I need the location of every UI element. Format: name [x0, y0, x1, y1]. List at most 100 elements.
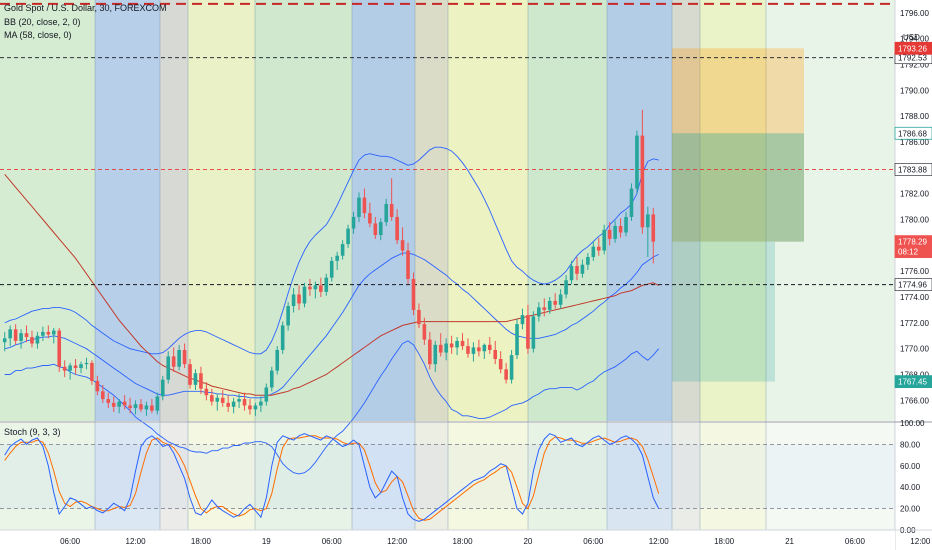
candle-body [504, 369, 508, 380]
price-tick-label: 1766.00 [900, 396, 929, 405]
candle-body [340, 244, 345, 256]
price-tick-label: 1794.00 [900, 35, 929, 44]
candle-body [2, 338, 7, 343]
candle-body [368, 213, 372, 224]
time-tick-label: 12:00 [387, 537, 408, 546]
candle-body [51, 330, 56, 335]
candle-body [460, 340, 465, 347]
stoch-k-line [4, 433, 660, 522]
candle-body [24, 333, 29, 338]
candle-body [635, 135, 639, 189]
candle-body [269, 370, 274, 388]
candle-body [302, 286, 307, 304]
candle-body [117, 401, 121, 407]
candle-body [106, 399, 111, 403]
stoch-session-band [672, 423, 700, 530]
candle-body [215, 397, 220, 402]
session-band [0, 0, 95, 421]
candle-body [111, 402, 116, 407]
stoch-session-band [352, 423, 415, 530]
time-axis-background [0, 530, 895, 550]
session-band [528, 0, 607, 421]
candle-body [428, 339, 432, 365]
symbol-title[interactable]: Gold Spot / U.S. Dollar, 30, FOREXCOM [4, 3, 167, 13]
candle-body [160, 379, 165, 397]
candle-body [526, 315, 530, 349]
candle-body [57, 330, 62, 367]
stoch-tick-label: 100.00 [900, 419, 925, 428]
candle-body [313, 285, 318, 290]
ma-legend-text: MA (58, close, 0) [4, 30, 72, 40]
candle-body [95, 380, 100, 392]
candle-body [624, 216, 628, 233]
candle-body [395, 216, 399, 241]
candle-body [558, 294, 563, 305]
session-band [607, 0, 672, 421]
currency-label: USD [903, 33, 920, 42]
candle-body [182, 349, 187, 365]
bollinger-upper [4, 146, 659, 355]
candle-body [537, 307, 541, 317]
candle-body [373, 223, 378, 236]
session-band [95, 0, 160, 421]
time-tick-label: 12:00 [126, 537, 147, 546]
price-tick-label: 1786.00 [900, 138, 929, 147]
candle-body [449, 343, 454, 348]
candle-body [629, 188, 634, 217]
candle-body [591, 246, 596, 257]
candle-body [8, 329, 12, 339]
candle-body [493, 349, 498, 360]
time-tick-label: 12:00 [910, 537, 931, 546]
candle-body [509, 355, 514, 380]
time-tick-label: 12:00 [649, 537, 670, 546]
candle-body [384, 204, 389, 223]
profit-zone-lower [672, 241, 775, 382]
currency-label-text: USD [903, 33, 920, 42]
candle-body [455, 340, 459, 348]
price-label-badge [894, 235, 932, 259]
candle-body [324, 277, 329, 292]
candle-body [101, 391, 105, 400]
candle-body [335, 255, 339, 261]
candle-body [264, 387, 269, 402]
candle-body [602, 229, 607, 251]
time-tick-label: 21 [785, 537, 794, 546]
candle-body [640, 135, 645, 228]
candle-body [199, 373, 203, 389]
candle-body [291, 294, 296, 307]
session-band [352, 0, 415, 421]
price-label-badge [894, 41, 932, 55]
candle-body [248, 405, 252, 410]
price-label-text: 1767.45 [898, 378, 927, 387]
stoch-band-fill [0, 444, 895, 509]
stoch-tick-label: 40.00 [900, 483, 921, 492]
candle-body [122, 401, 127, 406]
candle-body [30, 337, 34, 344]
level-price-badge [894, 163, 932, 176]
candle-body [378, 222, 383, 236]
candle-body [569, 266, 574, 281]
candle-body [646, 214, 650, 228]
stoch-session-band [95, 423, 160, 530]
price-tick-label: 1772.00 [900, 319, 929, 328]
candle-body [128, 405, 132, 409]
candle-body [422, 324, 427, 340]
candle-body [438, 344, 443, 353]
stoch-tick-label: 60.00 [900, 462, 921, 471]
stoch-legend[interactable]: Stoch (9, 3, 3) [4, 427, 61, 437]
candle-body [417, 309, 421, 325]
price-tick-label: 1780.00 [900, 216, 929, 225]
candle-body [613, 225, 617, 239]
ma-legend[interactable]: MA (58, close, 0) [4, 30, 72, 40]
candle-body [466, 346, 470, 354]
time-tick-label: 06:00 [60, 537, 81, 546]
stoch-tick-label: 20.00 [900, 505, 921, 514]
price-tick-label: 1796.00 [900, 9, 929, 18]
bb-legend[interactable]: BB (20, close, 2, 0) [4, 17, 81, 27]
session-band [672, 0, 700, 421]
stoch-legend-text: Stoch (9, 3, 3) [4, 427, 61, 437]
level-price-label: 1792.53 [898, 54, 927, 63]
candle-body [346, 228, 350, 245]
candle-body [155, 396, 160, 411]
